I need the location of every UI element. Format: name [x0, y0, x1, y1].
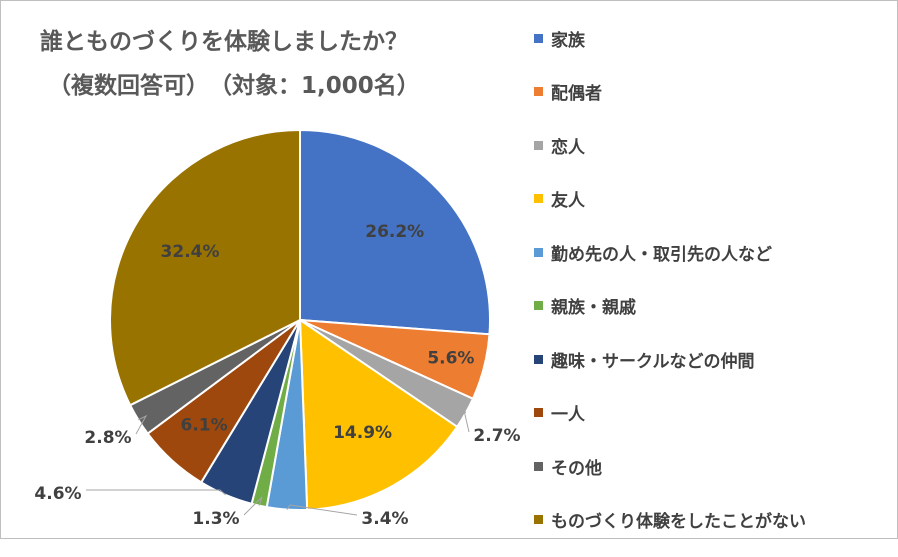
legend-swatch [534, 140, 543, 150]
slice-data-label: 2.7% [473, 426, 520, 446]
pie-slice [298, 318, 459, 511]
slice-data-label: 26.2% [365, 222, 424, 242]
pie-slice [109, 128, 301, 407]
slice-data-label: 3.4% [361, 509, 408, 529]
slice-data-label: 5.6% [427, 349, 474, 369]
leader-line [243, 496, 263, 516]
legend-item: 親族・親戚 [534, 290, 894, 322]
leader-line [462, 405, 470, 433]
legend-swatch [534, 301, 543, 310]
legend-item: その他 [534, 450, 894, 482]
legend-label: 勤め先の人・取引先の人など [551, 244, 772, 265]
leader-line [135, 414, 148, 435]
legend-item: 家族 [534, 22, 894, 54]
legend-item: 趣味・サークルなどの仲間 [534, 343, 894, 375]
slice-data-label: 6.1% [181, 415, 228, 435]
legend-item: 勤め先の人・取引先の人など [534, 236, 894, 268]
legend-swatch [534, 461, 543, 471]
legend-label: 趣味・サークルなどの仲間 [551, 351, 755, 372]
slice-data-label: 32.4% [161, 242, 220, 262]
legend-swatch [534, 408, 543, 417]
legend-label: ものづくり体験をしたことがない [551, 512, 806, 532]
slice-data-label: 4.6% [34, 484, 81, 504]
chart-title-line1: 誰とものづくりを体験しましたか？ [40, 29, 408, 55]
legend-item: 恋人 [534, 129, 894, 161]
legend: 家族配偶者恋人友人勤め先の人・取引先の人など 親族・親戚趣味・サークルなどの仲間一… [534, 22, 894, 557]
legend-label: 配偶者 [551, 84, 602, 104]
legend-label: 親族・親戚 [551, 298, 636, 318]
legend-label: 友人 [551, 191, 585, 211]
leader-line [86, 489, 226, 496]
legend-swatch [534, 247, 543, 257]
legend-swatch [534, 194, 543, 203]
legend-item: 友人 [534, 183, 894, 215]
pie-slice [299, 128, 491, 336]
chart-title-line2: （複数回答可） （対象：1,000名） [48, 73, 420, 99]
chart-title: 誰とものづくりを体験しましたか？ （複数回答可） （対象：1,000名） [40, 20, 520, 108]
legend-label: 家族 [551, 30, 585, 51]
legend-item: 一人 [534, 397, 894, 429]
legend-item: 配偶者 [534, 76, 894, 108]
slice-data-label: 14.9% [333, 423, 392, 443]
legend-swatch [534, 33, 543, 43]
legend-item: ものづくり体験をしたことがない [534, 504, 894, 536]
legend-swatch [534, 515, 543, 524]
pie-chart: 26.2% 5.6% 2.7% 14.9% 3.4% 1.3% 4.6% 6.1% 2.8% 32… [34, 128, 521, 529]
leader-line [286, 504, 358, 516]
legend-swatch [534, 87, 543, 96]
legend-label: その他 [551, 458, 602, 479]
slice-data-label: 1.3% [192, 509, 239, 529]
legend-label: 一人 [551, 405, 585, 425]
slice-data-label: 2.8% [84, 428, 131, 448]
legend-swatch [534, 354, 543, 364]
legend-label: 恋人 [551, 137, 585, 158]
